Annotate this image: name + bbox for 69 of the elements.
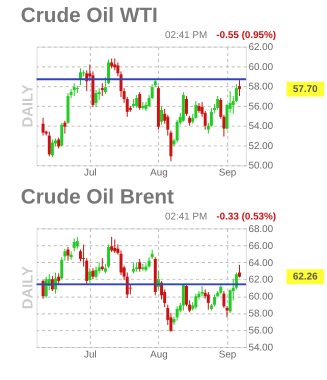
- candlestick: [76, 236, 79, 250]
- candlestick: [138, 258, 142, 272]
- candlestick: [135, 94, 138, 108]
- candlestick: [188, 115, 192, 126]
- candlestick: [48, 131, 51, 157]
- x-tick-label: Sep: [218, 349, 237, 360]
- text: 57.70: [292, 84, 318, 96]
- y-tick-label: 60.00: [248, 62, 274, 73]
- candlestick: [100, 82, 104, 97]
- candlestick: [194, 293, 198, 310]
- candlestick: [88, 268, 92, 284]
- candlestick: [197, 102, 200, 114]
- x-tick-label: Aug: [150, 168, 168, 179]
- candlestick: [66, 246, 70, 262]
- y-tick-label: 54.00: [248, 121, 274, 132]
- y-tick-label: 56.00: [248, 101, 274, 112]
- text: 02:41 PM: [164, 212, 208, 223]
- candlestick: [176, 306, 179, 322]
- candlestick: [57, 137, 60, 149]
- chart-title: Crude Oil WTI: [20, 4, 158, 27]
- candlestick: [160, 105, 164, 126]
- candlestick: [213, 294, 216, 307]
- candlestick: [42, 117, 45, 136]
- y-tick-label: 64.00: [248, 258, 274, 269]
- text: -0.55 (0.95%): [216, 30, 276, 41]
- candlestick: [185, 96, 188, 116]
- y-tick-label: 58.00: [248, 82, 274, 93]
- y-tick-label: 56.00: [248, 326, 274, 337]
- candlestick: [50, 139, 54, 158]
- candlestick: [138, 92, 142, 110]
- y-tick-label: 66.00: [248, 240, 274, 252]
- candlestick: [148, 256, 151, 268]
- candlestick: [226, 306, 228, 318]
- candlestick: [94, 266, 98, 279]
- candlestick: [63, 120, 66, 134]
- candlestick: [91, 268, 94, 280]
- candlestick: [222, 290, 226, 309]
- candlestick: [194, 100, 198, 120]
- candlestick: [100, 258, 104, 272]
- x-tick-label: Jul: [84, 168, 97, 179]
- y-tick-label: 62.00: [248, 42, 274, 54]
- candlestick: [57, 272, 60, 284]
- y-tick-label: 62.00: [248, 274, 274, 286]
- y-tick-label: 58.00: [248, 308, 274, 320]
- candlestick: [206, 291, 210, 310]
- y-tick-label: 60.00: [248, 292, 274, 303]
- candlestick: [110, 236, 114, 253]
- candlestick: [219, 284, 222, 295]
- x-tick-label: Sep: [218, 168, 237, 179]
- candlestick: [238, 80, 241, 97]
- x-tick-label: Aug: [150, 349, 168, 360]
- candlestick: [94, 90, 98, 108]
- y-tick-label: 68.00: [248, 224, 274, 235]
- y-tick-label: 52.00: [248, 140, 274, 152]
- candlestick: [150, 249, 154, 260]
- text: 62.26: [292, 272, 318, 283]
- y-tick-label: 54.00: [248, 342, 274, 354]
- x-tick-label: Jul: [84, 349, 97, 360]
- text: -0.33 (0.53%): [216, 212, 276, 223]
- candlestick: [135, 262, 138, 272]
- candlestick: [200, 286, 204, 297]
- candlestick: [132, 262, 135, 274]
- y-tick-label: 50.00: [248, 160, 274, 172]
- candlestick: [238, 264, 241, 278]
- candlestick: [182, 282, 185, 312]
- candlestick: [110, 58, 114, 69]
- chart-title: Crude Oil Brent: [20, 186, 174, 209]
- text: 02:41 PM: [164, 30, 208, 41]
- candlestick: [216, 96, 220, 110]
